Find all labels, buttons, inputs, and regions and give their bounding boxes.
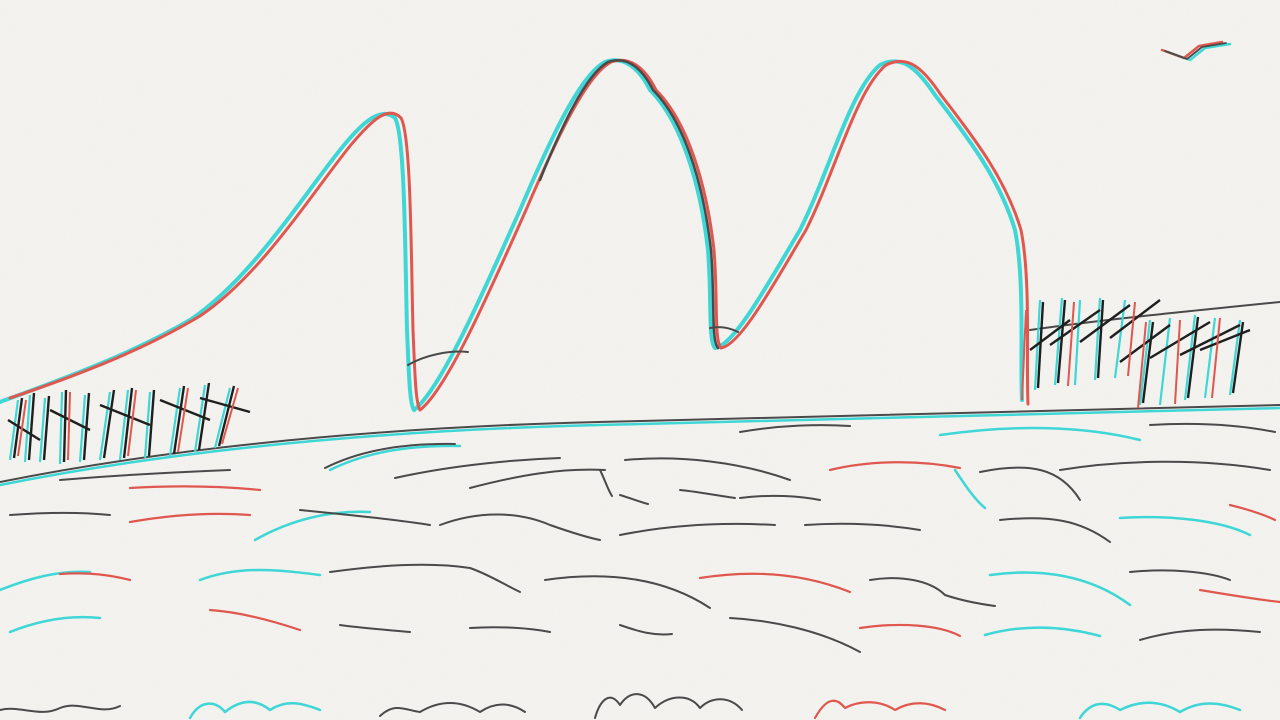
grass-tuft-right — [1021, 297, 1251, 409]
mountain-range — [0, 58, 1030, 412]
horizon-line — [0, 404, 1280, 487]
water-ripples — [0, 422, 1280, 720]
right-shoreline — [1029, 301, 1280, 331]
bird-icon — [1160, 40, 1232, 62]
grass-tuft-left — [7, 382, 251, 465]
